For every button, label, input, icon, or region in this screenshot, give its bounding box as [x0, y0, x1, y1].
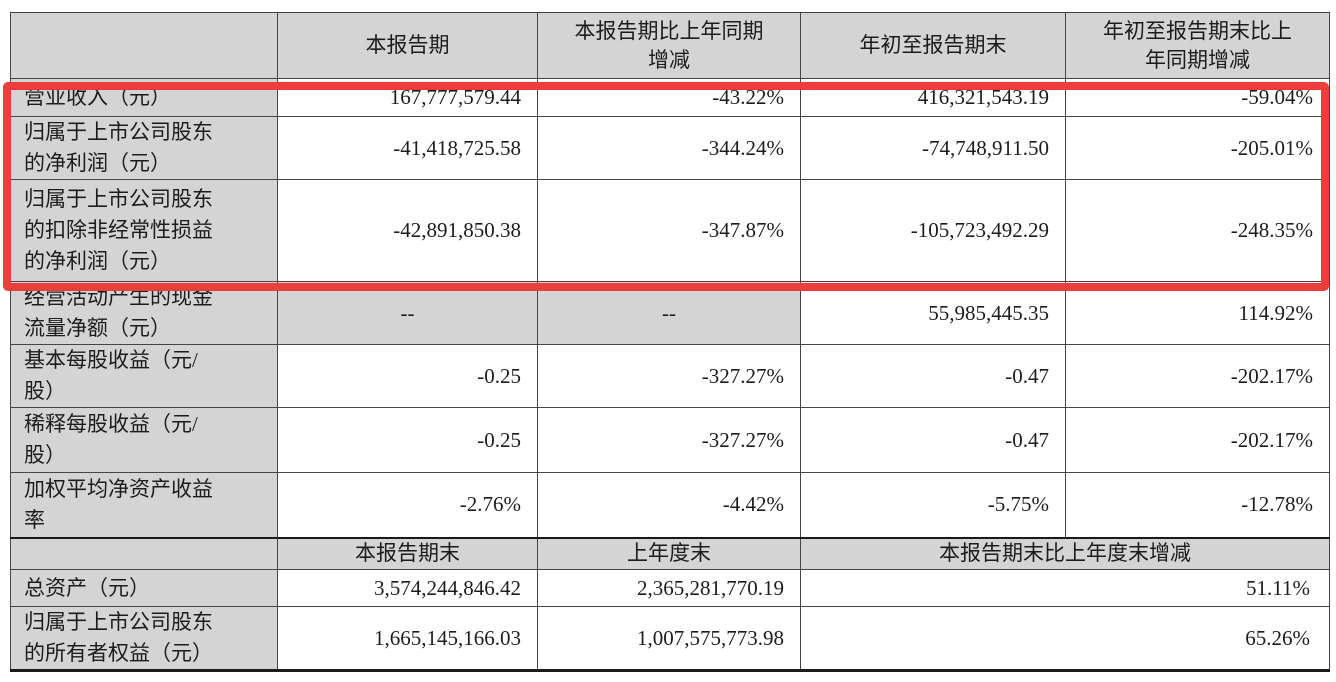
cell-value: -0.47 [800, 407, 1066, 473]
cell-value: -0.25 [277, 344, 538, 408]
table-row: 归属于上市公司股东 的扣除非经常性损益 的净利润（元） -42,891,850.3… [10, 179, 1330, 282]
column-header: 本报告期末 [277, 536, 538, 570]
corner-header-cell [10, 12, 278, 79]
column-header: 年初至报告期末 [800, 12, 1066, 79]
main-header-row: 本报告期 本报告期比上年同期 增减 年初至报告期末 年初至报告期末比上 年同期增减 [10, 12, 1330, 79]
corner-header-cell [10, 536, 278, 570]
cell-value: 3,574,244,846.42 [277, 569, 538, 607]
cell-value: 1,665,145,166.03 [277, 606, 538, 672]
cell-value: 167,777,579.44 [277, 78, 538, 117]
row-label: 归属于上市公司股东 的扣除非经常性损益 的净利润（元） [10, 179, 278, 282]
table-row: 总资产（元） 3,574,244,846.42 2,365,281,770.19 51… [10, 569, 1330, 607]
cell-value: 55,985,445.35 [800, 281, 1066, 345]
cell-value: -105,723,492.29 [800, 179, 1066, 282]
cell-value: -347.87% [537, 179, 801, 282]
cell-value: -41,418,725.58 [277, 116, 538, 180]
cell-value: -42,891,850.38 [277, 179, 538, 282]
cell-value: -74,748,911.50 [800, 116, 1066, 180]
column-header: 本报告期比上年同期 增减 [537, 12, 801, 79]
row-label: 基本每股收益（元/ 股） [10, 344, 278, 408]
row-label: 加权平均净资产收益 率 [10, 472, 278, 538]
cell-value: -344.24% [537, 116, 801, 180]
cell-value: -327.27% [537, 407, 801, 473]
row-label: 归属于上市公司股东 的净利润（元） [10, 116, 278, 180]
cell-value: -0.25 [277, 407, 538, 473]
cell-value: -12.78% [1065, 472, 1330, 538]
table-row: 归属于上市公司股东 的所有者权益（元） 1,665,145,166.03 1,007… [10, 606, 1330, 672]
financial-table-body: 本报告期 本报告期比上年同期 增减 年初至报告期末 年初至报告期末比上 年同期增减 营业… [10, 12, 1330, 672]
table-row: 基本每股收益（元/ 股） -0.25 -327.27% -0.47 -202.17% [10, 344, 1330, 408]
cell-value: 51.11% [800, 569, 1330, 607]
cell-value: -0.47 [800, 344, 1066, 408]
cell-value: -5.75% [800, 472, 1066, 538]
row-label: 稀释每股收益（元/ 股） [10, 407, 278, 473]
cell-value: -43.22% [537, 78, 801, 117]
cell-value: 2,365,281,770.19 [537, 569, 801, 607]
cell-value: -2.76% [277, 472, 538, 538]
table-row: 加权平均净资产收益 率 -2.76% -4.42% -5.75% -12.78% [10, 472, 1330, 538]
cell-value: -205.01% [1065, 116, 1330, 180]
column-header: 本报告期 [277, 12, 538, 79]
column-header: 年初至报告期末比上 年同期增减 [1065, 12, 1330, 79]
cell-value: 114.92% [1065, 281, 1330, 345]
cell-value: 416,321,543.19 [800, 78, 1066, 117]
report-page: 本报告期 本报告期比上年同期 增减 年初至报告期末 年初至报告期末比上 年同期增减 营业… [0, 12, 1336, 682]
balance-header-row: 本报告期末 上年度末 本报告期末比上年度末增减 [10, 536, 1330, 570]
cell-value: -- [537, 281, 801, 345]
row-label: 经营活动产生的现金 流量净额（元） [10, 281, 278, 345]
cell-value: 65.26% [800, 606, 1330, 672]
cell-value: -4.42% [537, 472, 801, 538]
table-row: 营业收入（元） 167,777,579.44 -43.22% 416,321,543.… [10, 78, 1330, 117]
row-label: 总资产（元） [10, 569, 278, 607]
cell-value: -202.17% [1065, 407, 1330, 473]
financial-summary-table: 本报告期 本报告期比上年同期 增减 年初至报告期末 年初至报告期末比上 年同期增减 营业… [10, 12, 1330, 672]
row-label: 营业收入（元） [10, 78, 278, 117]
cell-value: 1,007,575,773.98 [537, 606, 801, 672]
cell-value: -248.35% [1065, 179, 1330, 282]
cell-value: -202.17% [1065, 344, 1330, 408]
table-row: 归属于上市公司股东 的净利润（元） -41,418,725.58 -344.24% -… [10, 116, 1330, 180]
cell-value: -59.04% [1065, 78, 1330, 117]
column-header: 本报告期末比上年度末增减 [800, 536, 1330, 570]
row-label: 归属于上市公司股东 的所有者权益（元） [10, 606, 278, 672]
cell-value: -- [277, 281, 538, 345]
column-header: 上年度末 [537, 536, 801, 570]
table-row: 稀释每股收益（元/ 股） -0.25 -327.27% -0.47 -202.17% [10, 407, 1330, 473]
table-row: 经营活动产生的现金 流量净额（元） -- -- 55,985,445.35 114.92… [10, 281, 1330, 345]
cell-value: -327.27% [537, 344, 801, 408]
